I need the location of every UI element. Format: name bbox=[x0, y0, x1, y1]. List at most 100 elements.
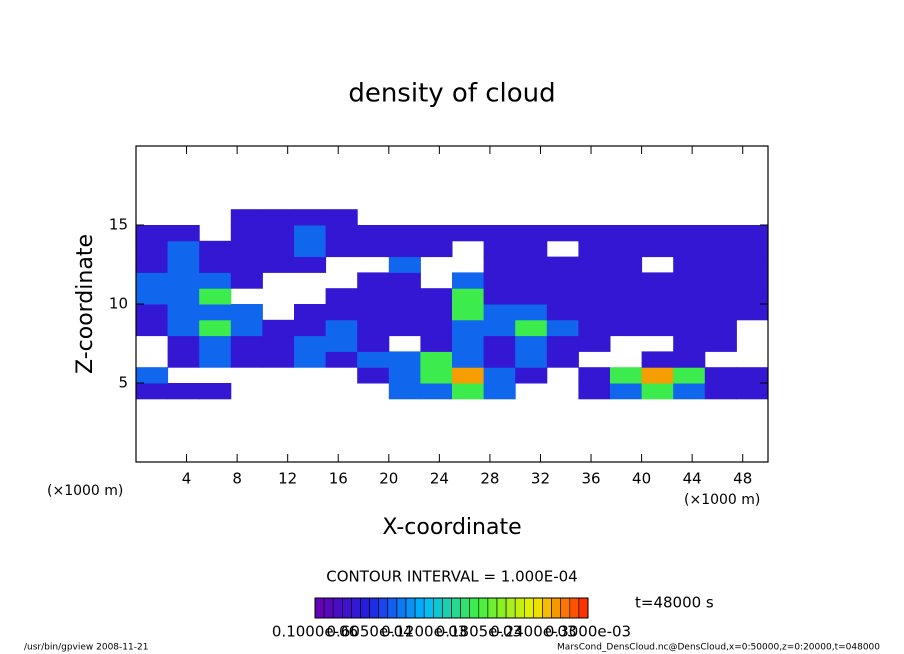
density-cell bbox=[199, 272, 232, 289]
colorbar-swatch bbox=[341, 597, 352, 619]
density-cell bbox=[136, 256, 169, 273]
colorbar-swatch bbox=[505, 597, 516, 619]
density-cell bbox=[388, 319, 421, 337]
density-cell bbox=[325, 240, 358, 258]
density-cell bbox=[610, 225, 643, 242]
density-cell bbox=[704, 319, 737, 337]
x-tick-label: 16 bbox=[329, 470, 348, 488]
density-cell bbox=[578, 240, 611, 258]
density-cell bbox=[546, 335, 579, 352]
density-cell bbox=[230, 304, 263, 321]
density-cell bbox=[357, 367, 390, 384]
x-unit-label: (×1000 m) bbox=[684, 492, 760, 508]
density-cell bbox=[230, 209, 263, 226]
density-cell bbox=[641, 304, 674, 321]
density-cell bbox=[452, 383, 485, 400]
density-cell bbox=[167, 225, 200, 242]
density-cell bbox=[515, 256, 548, 273]
density-cell bbox=[230, 335, 263, 352]
x-tick-label: 20 bbox=[379, 470, 398, 488]
density-cell bbox=[452, 272, 485, 289]
density-cell bbox=[578, 272, 611, 289]
colorbar-swatch bbox=[351, 597, 361, 619]
colorbar-swatch bbox=[332, 597, 343, 619]
density-cell bbox=[546, 225, 579, 242]
density-cell bbox=[578, 288, 611, 305]
density-cell bbox=[546, 272, 579, 289]
density-cell bbox=[230, 256, 263, 273]
density-cell bbox=[704, 225, 737, 242]
density-cell bbox=[515, 367, 548, 384]
colorbar-swatch bbox=[378, 597, 389, 619]
density-cell bbox=[641, 319, 674, 337]
time-label: t=48000 s bbox=[635, 594, 714, 612]
density-cell bbox=[294, 335, 327, 352]
density-cell bbox=[199, 335, 232, 352]
density-cell bbox=[357, 240, 390, 258]
colorbar-swatch bbox=[323, 597, 334, 619]
density-cell bbox=[546, 256, 579, 273]
density-cell bbox=[388, 240, 421, 258]
density-cell bbox=[294, 256, 327, 273]
density-cell bbox=[483, 351, 516, 368]
density-cell bbox=[610, 240, 643, 258]
density-cell bbox=[294, 225, 327, 242]
density-cell bbox=[230, 240, 263, 258]
density-cell bbox=[452, 304, 485, 321]
density-cell bbox=[294, 304, 327, 321]
density-cell bbox=[736, 304, 769, 321]
density-cell bbox=[167, 383, 200, 400]
density-cell bbox=[578, 383, 611, 400]
density-cell bbox=[167, 351, 200, 368]
density-cell bbox=[736, 288, 769, 305]
density-cell bbox=[230, 319, 263, 337]
x-axis-label: X-coordinate bbox=[382, 515, 521, 540]
density-cell bbox=[673, 304, 706, 321]
density-cell bbox=[610, 256, 643, 273]
density-cell bbox=[388, 367, 421, 384]
density-cell bbox=[262, 335, 295, 352]
x-tick-label: 40 bbox=[632, 470, 651, 488]
density-cell bbox=[546, 304, 579, 321]
density-cell bbox=[325, 335, 358, 352]
density-cell bbox=[388, 304, 421, 321]
density-cell bbox=[578, 367, 611, 384]
colorbar-swatch bbox=[514, 597, 525, 619]
density-cell bbox=[610, 304, 643, 321]
density-cell bbox=[325, 319, 358, 337]
density-cell bbox=[325, 225, 358, 242]
density-cell bbox=[136, 319, 169, 337]
density-cell bbox=[641, 351, 674, 368]
density-cell bbox=[167, 256, 200, 273]
colorbar-swatch bbox=[369, 597, 380, 619]
density-cell bbox=[262, 209, 295, 226]
density-cell bbox=[262, 225, 295, 242]
density-cell bbox=[167, 319, 200, 337]
colorbar-swatch bbox=[551, 597, 561, 619]
density-cell bbox=[452, 319, 485, 337]
density-cell bbox=[673, 272, 706, 289]
density-cell bbox=[483, 225, 516, 242]
colorbar-swatch bbox=[432, 597, 443, 619]
density-cell bbox=[704, 272, 737, 289]
density-cell bbox=[610, 272, 643, 289]
y-tick-label: 15 bbox=[109, 216, 128, 234]
density-cell bbox=[136, 367, 169, 384]
density-cell bbox=[357, 225, 390, 242]
colorbar-swatch bbox=[405, 597, 416, 619]
density-cell bbox=[357, 351, 390, 368]
colorbar-swatch bbox=[496, 597, 507, 619]
density-cell bbox=[388, 225, 421, 242]
density-cell bbox=[673, 240, 706, 258]
y-axis-label: Z-coordinate bbox=[73, 234, 98, 374]
density-cell bbox=[167, 240, 200, 258]
density-cell bbox=[515, 319, 548, 337]
colorbar-swatch bbox=[569, 597, 580, 619]
density-cell bbox=[452, 367, 485, 384]
density-cell bbox=[515, 240, 548, 258]
density-cell bbox=[515, 272, 548, 289]
x-tick-label: 28 bbox=[480, 470, 499, 488]
density-cell bbox=[420, 351, 453, 368]
density-cell bbox=[736, 225, 769, 242]
